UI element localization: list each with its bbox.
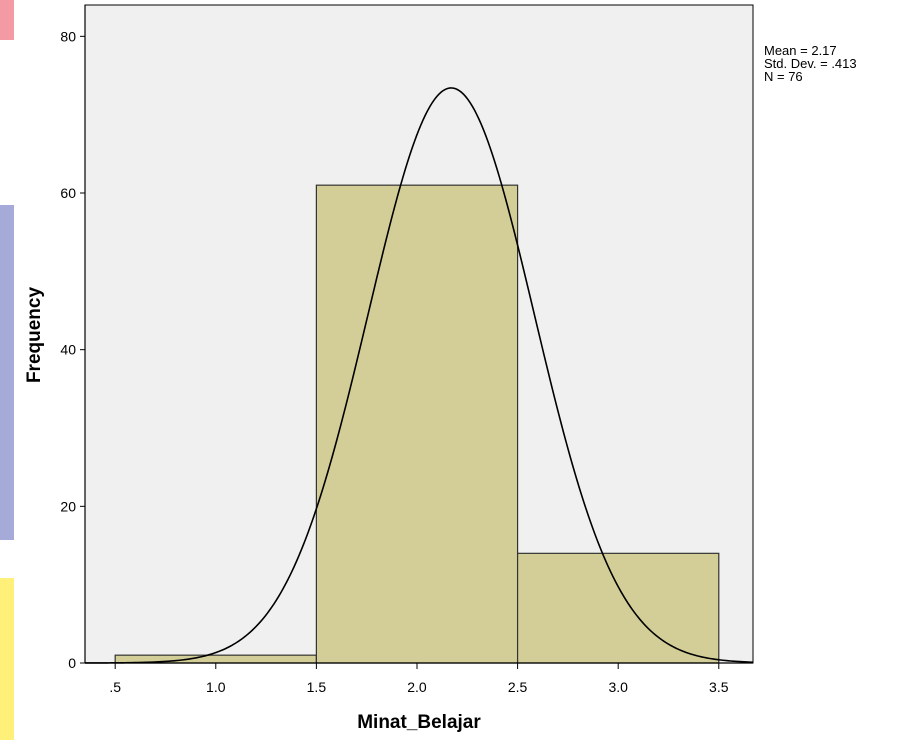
stats-n: N = 76 — [764, 69, 803, 84]
normal-curve — [84, 87, 754, 664]
x-tick-label: 1.5 — [307, 679, 327, 695]
x-tick-label: 2.0 — [407, 679, 427, 695]
left-decoration-yellow — [0, 578, 14, 740]
x-tick-label: .5 — [109, 679, 121, 695]
stats-mean: Mean = 2.17 — [764, 43, 837, 58]
x-tick-label: 3.0 — [608, 679, 628, 695]
histogram-bar — [315, 184, 519, 664]
histogram-bar — [516, 552, 720, 664]
x-axis-label: Minat_Belajar — [357, 712, 481, 733]
stats-box: Mean = 2.17 Std. Dev. = .413 N = 76 — [764, 44, 857, 83]
left-decoration-blue — [0, 205, 14, 540]
y-tick-label: 20 — [60, 498, 76, 514]
y-tick-label: 0 — [68, 655, 76, 671]
y-tick-label: 60 — [60, 185, 76, 201]
x-tick-label: 3.5 — [709, 679, 729, 695]
left-decoration-red — [0, 0, 14, 40]
y-axis-label: Frequency — [24, 287, 45, 384]
stats-std-dev: Std. Dev. = .413 — [764, 56, 857, 71]
x-tick-label: 2.5 — [508, 679, 528, 695]
x-tick-label: 1.0 — [206, 679, 226, 695]
y-tick-label: 80 — [60, 28, 76, 44]
y-tick-label: 40 — [60, 342, 76, 358]
